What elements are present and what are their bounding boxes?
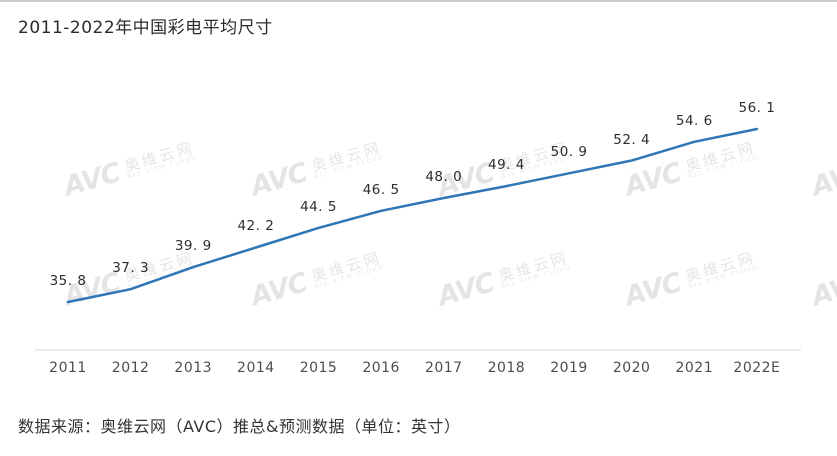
data-point-label: 50. 9 bbox=[550, 144, 588, 161]
data-point-label: 35. 8 bbox=[49, 273, 87, 289]
data-point-label: 39. 9 bbox=[174, 238, 212, 255]
data-point-label: 52. 4 bbox=[613, 131, 651, 148]
x-axis-label: 2013 bbox=[174, 360, 213, 376]
x-axis-label: 2021 bbox=[675, 360, 714, 376]
page-title: 2011-2022年中国彩电平均尺寸 bbox=[18, 18, 273, 38]
data-point-label: 48. 0 bbox=[425, 169, 463, 186]
x-axis-label: 2018 bbox=[487, 360, 526, 376]
data-point-label: 42. 2 bbox=[237, 218, 275, 235]
data-point-label: 37. 3 bbox=[112, 260, 150, 277]
x-axis-label: 2016 bbox=[362, 360, 400, 376]
x-axis-label: 2020 bbox=[612, 360, 651, 376]
data-point-label: 49. 4 bbox=[487, 157, 525, 174]
x-axis-label: 2011 bbox=[49, 360, 87, 376]
x-axis-label: 2017 bbox=[424, 360, 463, 376]
x-axis-label: 2022E bbox=[733, 360, 781, 376]
x-axis-label: 2015 bbox=[299, 360, 338, 376]
data-source-note: 数据来源：奥维云网（AVC）推总&预测数据（单位：英寸） bbox=[18, 417, 461, 436]
data-point-label: 46. 5 bbox=[362, 181, 400, 198]
x-axis-label: 2019 bbox=[550, 360, 588, 376]
x-axis-line bbox=[35, 349, 801, 351]
x-axis-label: 2012 bbox=[111, 360, 150, 376]
x-axis-label: 2014 bbox=[237, 360, 275, 376]
line-series bbox=[66, 127, 759, 304]
data-point-label: 44. 5 bbox=[300, 198, 337, 215]
data-point-label: 54. 6 bbox=[675, 112, 713, 129]
data-point-label: 56. 1 bbox=[738, 100, 776, 116]
